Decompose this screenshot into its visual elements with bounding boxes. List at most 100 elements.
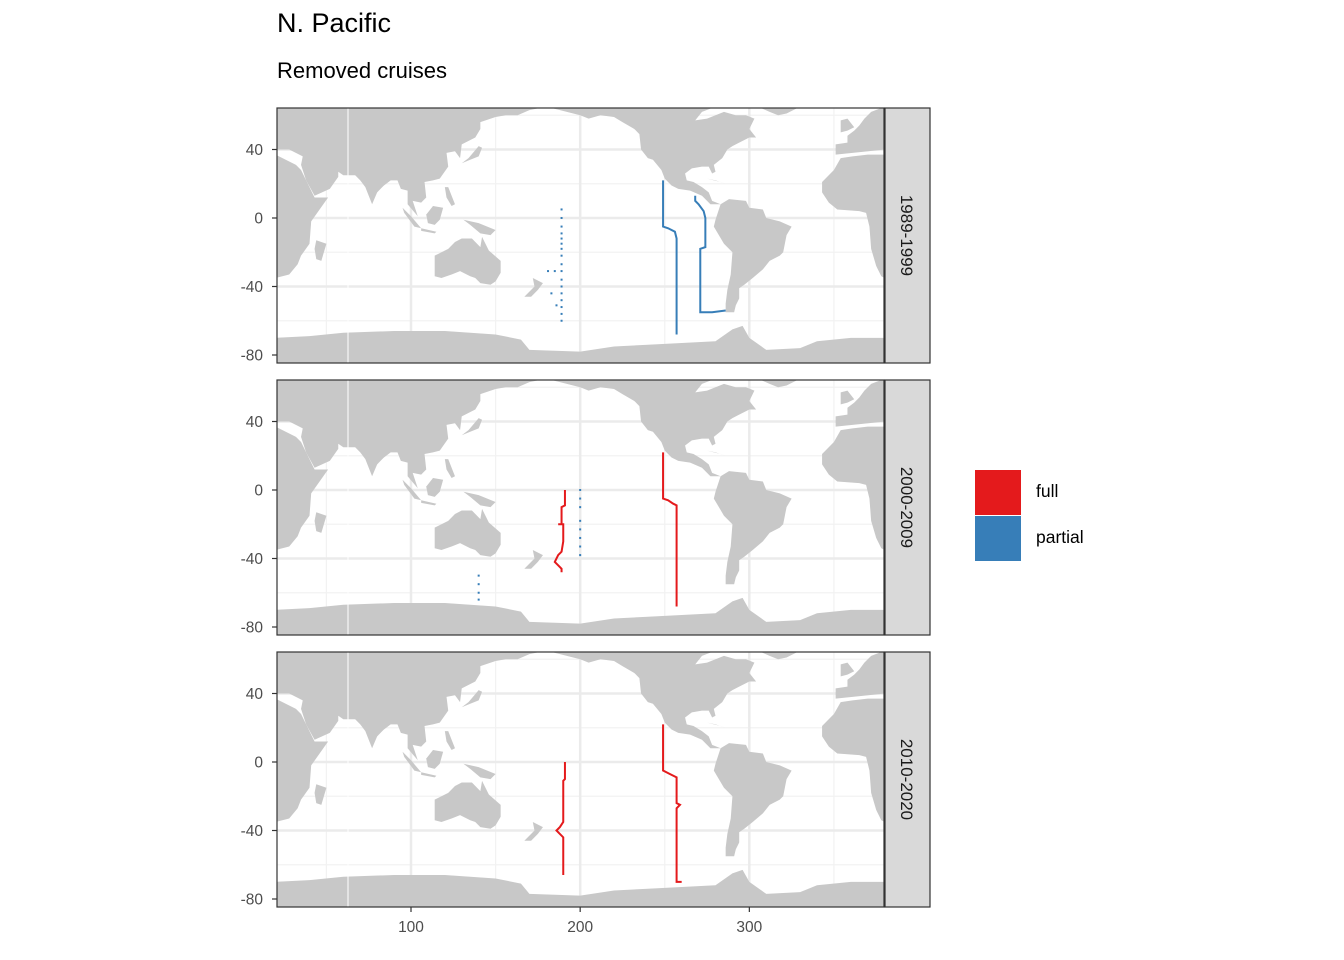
chart-title: N. Pacific (277, 8, 392, 38)
land-polygon (434, 508, 501, 557)
land-polygon (524, 277, 543, 297)
cruise-point-partial (579, 519, 582, 522)
land-polygon (277, 869, 884, 907)
land-polygon (840, 118, 855, 133)
y-tick-label: 0 (254, 755, 263, 772)
land-polygon (402, 751, 422, 773)
land-polygon (314, 784, 327, 805)
land-polygon (822, 698, 884, 822)
land-polygon (822, 426, 884, 550)
y-tick-label: -40 (241, 823, 264, 840)
land-polygon (444, 459, 455, 479)
y-tick-label: -40 (241, 279, 264, 296)
land-polygon (461, 418, 483, 436)
legend-key-full (975, 470, 1021, 515)
cruise-point-partial (560, 242, 563, 245)
land-polygon (835, 652, 884, 699)
panel-3 (277, 652, 884, 907)
cruise-point-partial (560, 237, 563, 240)
y-tick-label: 0 (254, 211, 263, 228)
facet-strip (884, 651, 931, 908)
land-polygon (277, 699, 329, 822)
facet-strip (884, 379, 931, 636)
facet-strip-label: 1989-1999 (897, 195, 916, 276)
cruise-point-partial (560, 319, 563, 322)
y-tick-label: 40 (246, 414, 264, 431)
cruise-point-partial (477, 598, 480, 601)
cruise-point-partial (560, 285, 563, 288)
land-polygon (551, 380, 757, 477)
cruise-point-partial (560, 292, 563, 295)
cruise-point-partial (560, 247, 563, 250)
cruise-track-full (555, 762, 566, 876)
land-polygon (277, 325, 884, 363)
land-polygon (434, 780, 501, 829)
cruise-point-partial (553, 270, 556, 273)
land-polygon (463, 763, 496, 780)
land-polygon (402, 207, 422, 229)
land-polygon (314, 512, 327, 533)
land-polygon (444, 187, 455, 207)
land-polygon (461, 146, 483, 164)
land-polygon (835, 108, 884, 155)
cruise-point-partial (547, 270, 550, 273)
cruise-point-partial (477, 574, 480, 577)
land-polygon (314, 240, 327, 261)
land-polygon (461, 690, 483, 708)
cruise-point-partial (560, 312, 563, 315)
x-tick-label: 100 (398, 919, 424, 936)
panel-1 (277, 108, 884, 363)
legend-key-partial (975, 516, 1021, 561)
land-polygon (277, 427, 329, 550)
cruise-point-partial (579, 489, 582, 491)
land-polygon (713, 199, 792, 313)
land-polygon (421, 500, 437, 506)
land-polygon (426, 478, 444, 497)
land-polygon (551, 652, 757, 749)
land-polygon (463, 491, 496, 508)
y-tick-label: -80 (241, 892, 264, 909)
land-polygon (713, 471, 792, 585)
cruise-point-partial (555, 304, 558, 307)
y-tick-label: -80 (241, 348, 264, 365)
land-polygon (840, 390, 855, 405)
land-polygon (840, 662, 855, 677)
cruise-track-partial (694, 195, 726, 314)
cruise-track-full (662, 724, 682, 883)
panel-border (276, 107, 885, 364)
land-polygon (760, 380, 798, 388)
cruise-point-partial (560, 208, 563, 211)
x-tick-label: 300 (736, 919, 762, 936)
cruise-point-partial (560, 232, 563, 235)
cruise-point-partial (560, 254, 563, 257)
cruise-point-partial (579, 506, 582, 509)
cruise-track-partial (662, 180, 678, 335)
land-polygon (426, 206, 444, 225)
facet-strip-label: 2000-2009 (897, 467, 916, 548)
land-polygon (277, 380, 540, 489)
land-polygon (444, 731, 455, 751)
land-polygon (835, 380, 884, 427)
cruise-track-full (553, 490, 566, 573)
cruise-point-partial (579, 536, 582, 539)
cruise-point-partial (477, 591, 480, 594)
land-polygon (822, 154, 884, 278)
facet-strip-label: 2010-2020 (897, 739, 916, 820)
land-polygon (277, 108, 540, 217)
land-polygon (421, 228, 437, 234)
cruise-point-partial (560, 217, 563, 219)
panel-border (276, 379, 885, 636)
land-polygon (524, 549, 543, 569)
land-polygon (402, 479, 422, 501)
facet-strip (884, 107, 931, 364)
cruise-point-partial (579, 528, 582, 531)
cruise-point-partial (560, 299, 563, 302)
cruise-point-partial (560, 306, 563, 309)
land-polygon (524, 821, 543, 841)
y-tick-label: -80 (241, 620, 264, 637)
cruise-point-partial (477, 583, 480, 586)
cruise-point-partial (579, 497, 582, 500)
cruise-track-full (662, 452, 678, 607)
land-polygon (277, 155, 329, 278)
